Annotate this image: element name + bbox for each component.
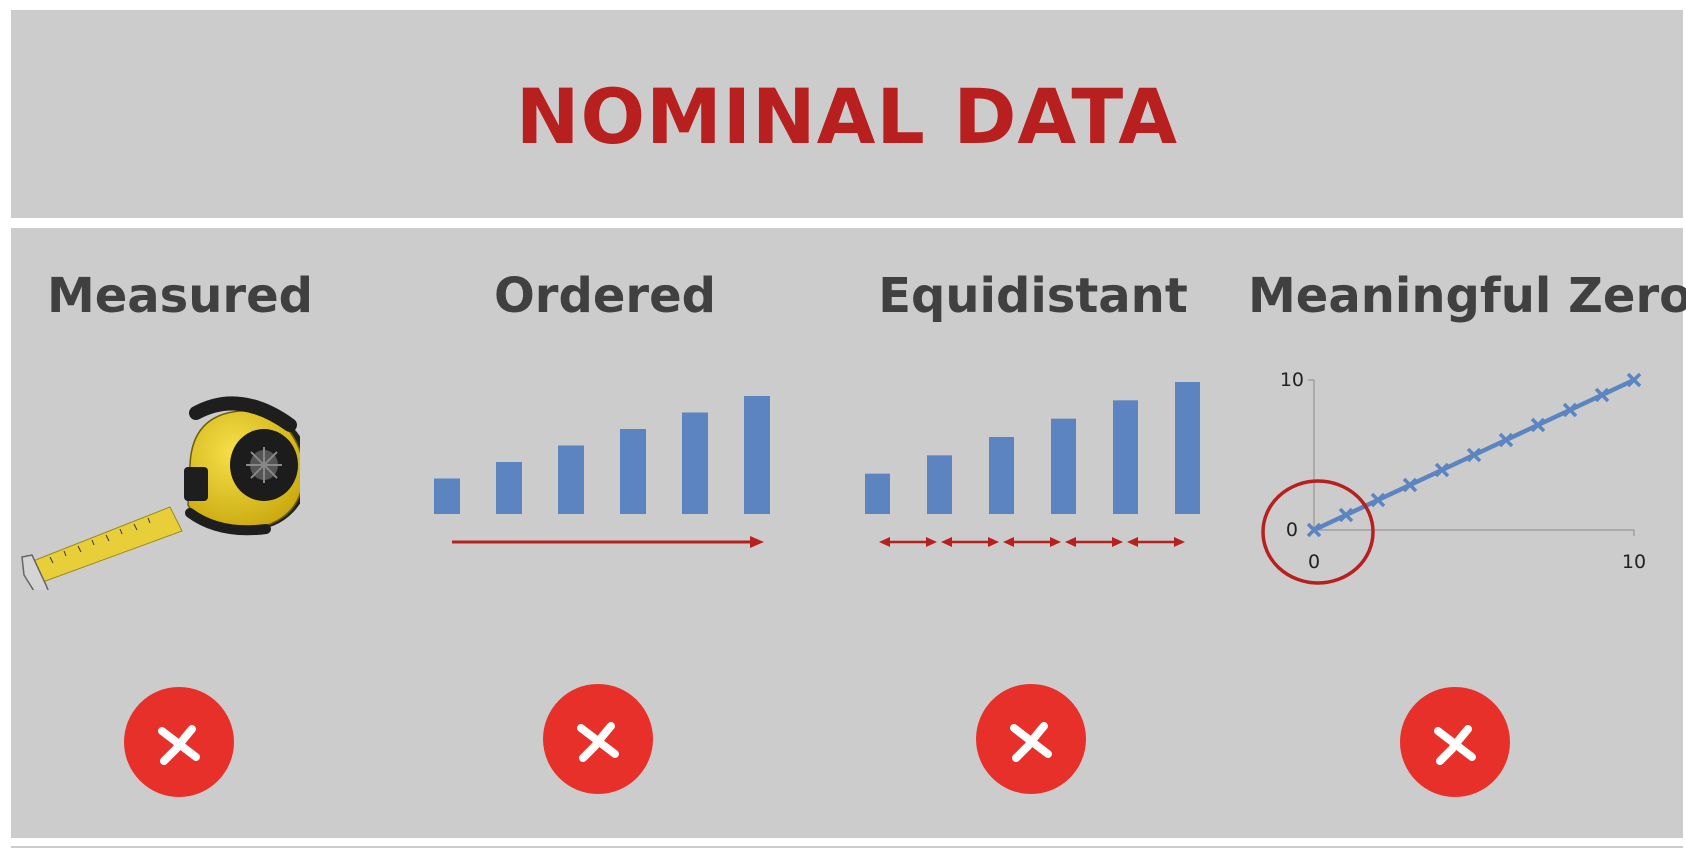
cross-badge-ordered xyxy=(543,684,653,794)
interval-arrowhead-left xyxy=(1065,537,1076,547)
interval-arrowhead-right xyxy=(1174,537,1185,547)
cross-badge-equidistant xyxy=(976,684,1086,794)
data-point xyxy=(1466,447,1482,463)
bar xyxy=(865,473,890,514)
cross-badge-measured xyxy=(124,687,234,797)
bar xyxy=(744,396,770,514)
data-point xyxy=(1530,417,1546,433)
interval-arrowhead-right xyxy=(988,537,999,547)
divider xyxy=(11,846,1683,848)
data-point xyxy=(1402,477,1418,493)
bar xyxy=(682,412,708,514)
x-tick-label: 10 xyxy=(1622,551,1646,573)
title-panel: NOMINAL DATA xyxy=(11,10,1683,218)
data-point xyxy=(1434,462,1450,478)
bar xyxy=(989,437,1014,514)
tape-measure-icon xyxy=(20,395,310,597)
data-point xyxy=(1626,372,1642,388)
origin-circle xyxy=(1261,479,1375,585)
cross-icon xyxy=(1434,725,1476,765)
bar xyxy=(620,429,646,514)
data-point xyxy=(1306,522,1322,538)
heading-equidistant: Equidistant xyxy=(878,268,1188,324)
data-point xyxy=(1498,432,1514,448)
interval-arrowhead-left xyxy=(879,537,890,547)
cross-badge-meaningful-zero xyxy=(1400,687,1510,797)
cross-icon xyxy=(577,722,619,762)
bar xyxy=(558,445,584,514)
x-tick-label: 0 xyxy=(1308,551,1320,573)
interval-arrowhead-left xyxy=(941,537,952,547)
y-tick-label: 10 xyxy=(1280,369,1304,391)
interval-arrowhead-right xyxy=(1112,537,1123,547)
data-point xyxy=(1562,402,1578,418)
bar xyxy=(434,478,460,514)
heading-ordered: Ordered xyxy=(494,268,716,324)
data-point xyxy=(1370,492,1386,508)
bar xyxy=(1175,382,1200,514)
equidistant-bar-chart xyxy=(865,382,1200,547)
data-point xyxy=(1594,387,1610,403)
bar xyxy=(1113,400,1138,514)
bar xyxy=(496,462,522,514)
interval-arrowhead-right xyxy=(1050,537,1061,547)
y-tick-label: 0 xyxy=(1286,519,1298,541)
cross-icon xyxy=(1010,722,1052,762)
cross-icon xyxy=(158,725,200,765)
interval-arrowhead-right xyxy=(926,537,937,547)
bar xyxy=(1051,418,1076,514)
bar xyxy=(927,455,952,514)
interval-arrowhead-left xyxy=(1127,537,1138,547)
ordered-bar-chart xyxy=(434,396,770,548)
meaningful-zero-line-chart: 0 10 0 10 xyxy=(1261,369,1646,585)
page-title: NOMINAL DATA xyxy=(515,72,1179,161)
interval-arrowhead-left xyxy=(1003,537,1014,547)
order-arrowhead xyxy=(750,536,764,548)
heading-measured: Measured xyxy=(46,268,314,324)
heading-meaningful-zero: Meaningful Zero xyxy=(1248,268,1686,324)
data-point xyxy=(1338,507,1354,523)
